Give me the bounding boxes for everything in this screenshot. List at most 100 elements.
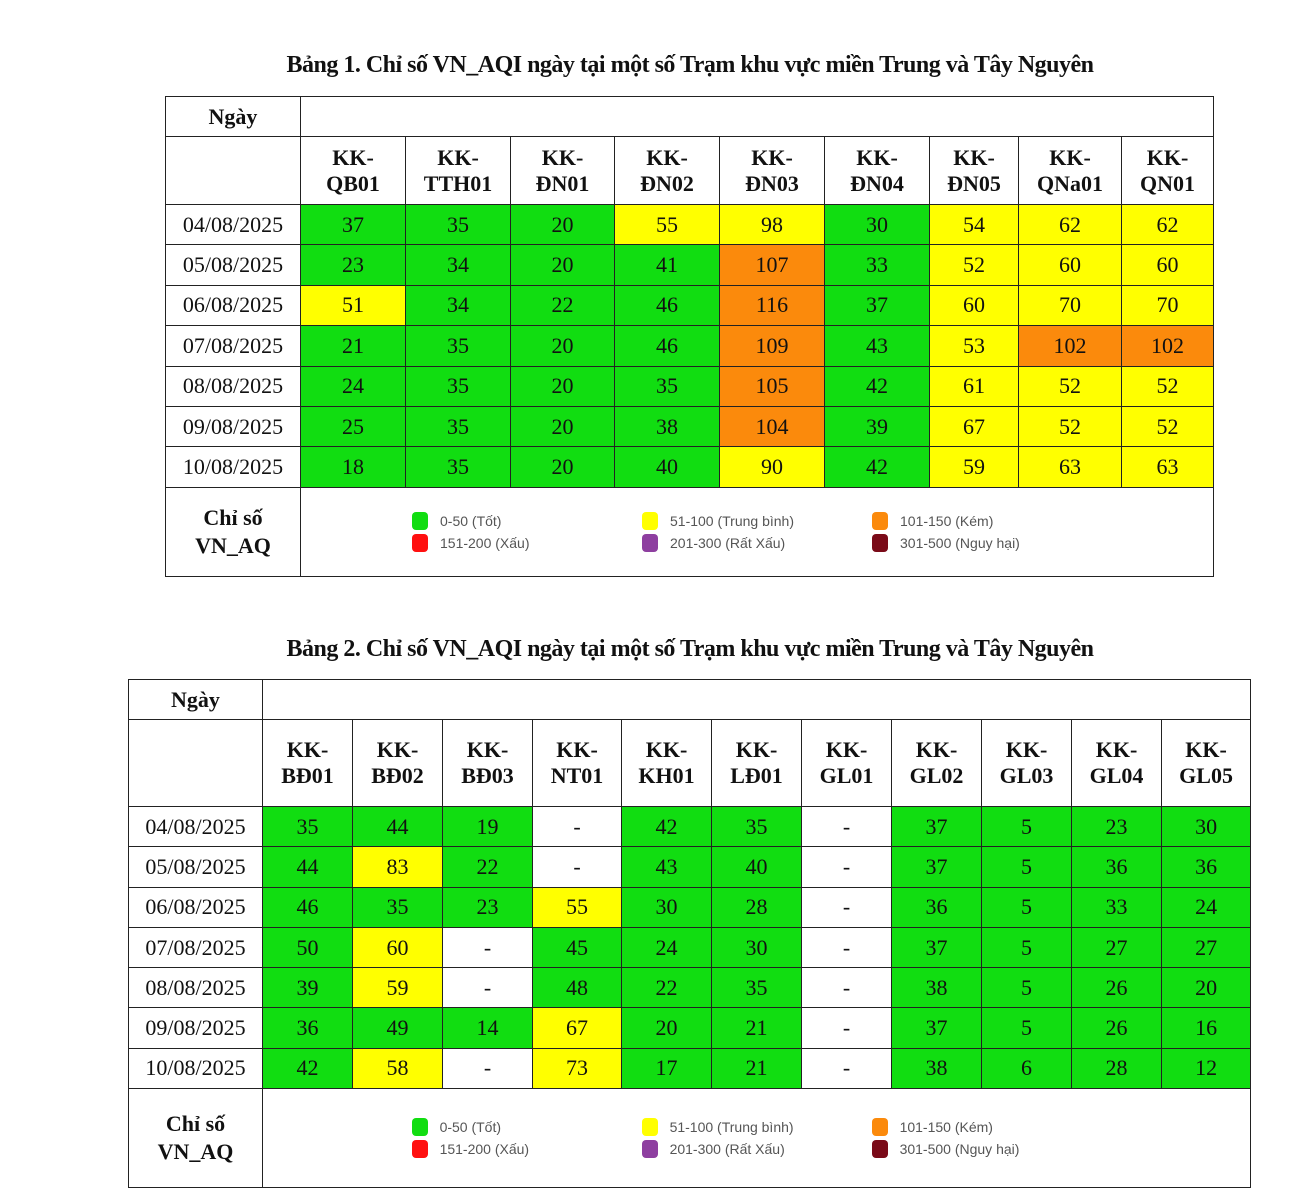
aqi-value-cell: 21 xyxy=(300,325,406,367)
station-prefix: KK- xyxy=(953,144,995,170)
aqi-value-cell: 83 xyxy=(352,846,443,888)
aqi-value-cell: - xyxy=(801,886,892,928)
aqi-value-cell: 35 xyxy=(614,365,720,407)
aqi-value-cell: 19 xyxy=(442,805,533,848)
aqi-value-cell: 52 xyxy=(1018,405,1122,448)
station-header: KK- GL05 xyxy=(1160,719,1252,807)
aqi-value-cell: 34 xyxy=(405,244,511,286)
aqi-value-cell: 5 xyxy=(981,967,1072,1009)
aqi-value-cell: 22 xyxy=(442,846,533,888)
legend-label-line1: Chỉ số xyxy=(203,504,263,530)
station-prefix: KK- xyxy=(1049,144,1091,170)
station-header: KK- GL02 xyxy=(891,719,982,807)
aqi-value-cell: 61 xyxy=(929,365,1019,407)
aqi-value-cell: 55 xyxy=(532,886,622,928)
aqi-value-cell: 43 xyxy=(621,846,712,888)
aqi-value-cell: 38 xyxy=(614,405,720,448)
legend-item-label: 151-200 (Xấu) xyxy=(439,1141,530,1158)
date-cell: 09/08/2025 xyxy=(165,405,301,448)
station-header: KK- GL04 xyxy=(1071,719,1162,807)
aqi-value-cell: 42 xyxy=(824,365,930,407)
aqi-value-cell: 24 xyxy=(300,365,406,407)
aqi-value-cell: 33 xyxy=(824,244,930,286)
bad-swatch-icon xyxy=(412,533,428,552)
aqi-value-cell: 42 xyxy=(621,805,712,848)
aqi-value-cell: 41 xyxy=(614,244,720,286)
aqi-value-cell: - xyxy=(442,926,533,969)
aqi-value-cell: 35 xyxy=(405,365,511,407)
aqi-value-cell: 46 xyxy=(262,886,353,928)
station-prefix: KK- xyxy=(856,144,898,170)
station-prefix: KK- xyxy=(286,737,329,762)
aqi-value-cell: - xyxy=(801,805,892,848)
date-cell: 08/08/2025 xyxy=(165,365,301,407)
legend-label: Chỉ số VN_AQ xyxy=(128,1088,263,1189)
legend-item-label: 51-100 (Trung bình) xyxy=(669,1119,794,1136)
aqi-value-cell: 98 xyxy=(719,203,825,246)
aqi-value-cell: 55 xyxy=(614,203,720,246)
legend: 0-50 (Tốt) 51-100 (Trung bình) 101-150 (Ké… xyxy=(301,511,1213,552)
legend-item: 301-500 (Nguy hại) xyxy=(871,1140,1102,1159)
table-row: 09/08/2025 36 49 14 67 20 21-37 5 26 16 xyxy=(128,1007,1252,1049)
date-cell: 04/08/2025 xyxy=(128,805,263,848)
aqi-value-cell: - xyxy=(801,1007,892,1049)
table-row: 06/08/2025 51 34 22 46 116 37 60 70 70 xyxy=(165,284,1215,327)
table-row: 05/08/2025 44 83 22-43 40-37 5 36 36 xyxy=(128,846,1252,888)
legend-item: 101-150 (Kém) xyxy=(872,511,1102,530)
station-code: ĐN04 xyxy=(850,170,904,196)
date-cell: 10/08/2025 xyxy=(128,1047,263,1090)
legend-item: 51-100 (Trung bình) xyxy=(642,511,872,530)
date-cell: 09/08/2025 xyxy=(128,1007,263,1049)
aqi-value-cell: 39 xyxy=(262,967,353,1009)
station-prefix: KK- xyxy=(915,737,958,762)
aqi-value-cell: - xyxy=(532,846,622,888)
aqi-value-cell: 62 xyxy=(1120,203,1215,246)
aqi-value-cell: 23 xyxy=(300,244,406,286)
title-row: Ngày xyxy=(128,679,1252,720)
station-code: ĐN01 xyxy=(535,170,590,196)
aqi-value-cell: 35 xyxy=(262,805,353,848)
aqi-value-cell: 30 xyxy=(824,203,930,246)
station-prefix: KK- xyxy=(825,737,868,762)
aqi-value-cell: 20 xyxy=(621,1007,712,1049)
table-row: 08/08/2025 24 35 20 35 105 42 61 52 52 xyxy=(165,365,1215,407)
aqi-value-cell: 21 xyxy=(711,1007,802,1049)
aqi-value-cell: 54 xyxy=(929,203,1019,246)
moderate-swatch-icon xyxy=(641,1118,658,1137)
station-code: GL01 xyxy=(819,763,874,788)
legend-item: 51-100 (Trung bình) xyxy=(641,1118,872,1137)
legend-cell: 0-50 (Tốt) 51-100 (Trung bình) 101-150 (Ké… xyxy=(299,486,1215,577)
station-prefix: KK- xyxy=(751,144,793,170)
station-prefix: KK- xyxy=(735,737,778,762)
aqi-value-cell: 39 xyxy=(824,405,930,448)
legend-item: 151-200 (Xấu) xyxy=(411,1140,642,1159)
aqi-value-cell: 20 xyxy=(510,325,615,367)
aqi-value-cell: - xyxy=(801,846,892,888)
table-row: 10/08/2025 18 35 20 40 90 42 59 63 63 xyxy=(165,446,1215,488)
aqi-value-cell: 34 xyxy=(405,284,511,327)
aqi-value-cell: 40 xyxy=(711,846,802,888)
aqi-value-cell: 37 xyxy=(891,1007,982,1049)
aqi-value-cell: 43 xyxy=(824,325,930,367)
station-prefix: KK- xyxy=(466,737,509,762)
aqi-value-cell: 24 xyxy=(621,926,712,969)
aqi-value-cell: 73 xyxy=(532,1047,622,1090)
station-code: BĐ02 xyxy=(371,763,424,788)
aqi-table-1: Ngày KK- QB01 KK- TTH01 KK- ĐN01 KK- ĐN02 KK- ĐN03… xyxy=(165,96,1215,577)
table-row: 09/08/2025 25 35 20 38 104 39 67 52 52 xyxy=(165,405,1215,448)
aqi-value-cell: 20 xyxy=(510,446,615,488)
aqi-value-cell: 36 xyxy=(891,886,982,928)
aqi-table-2: Ngày KK- BĐ01 KK- BĐ02 KK- BĐ03 KK- NT01 KK- KH01 K… xyxy=(128,679,1252,1189)
aqi-value-cell: 26 xyxy=(1071,967,1162,1009)
station-header: KK- QNa01 xyxy=(1018,136,1122,205)
aqi-value-cell: 50 xyxy=(262,926,353,969)
legend-item: 151-200 (Xấu) xyxy=(412,533,642,552)
aqi-value-cell: 35 xyxy=(711,805,802,848)
station-code: GL05 xyxy=(1179,763,1233,788)
station-code: LĐ01 xyxy=(730,763,783,788)
aqi-value-cell: 46 xyxy=(614,284,720,327)
station-prefix: KK- xyxy=(1146,144,1189,170)
legend-row: Chỉ số VN_AQ 0-50 (Tốt) 51-100 (Trung bình)… xyxy=(165,486,1215,577)
aqi-value-cell: 102 xyxy=(1120,325,1215,367)
station-code: QN01 xyxy=(1140,170,1195,196)
